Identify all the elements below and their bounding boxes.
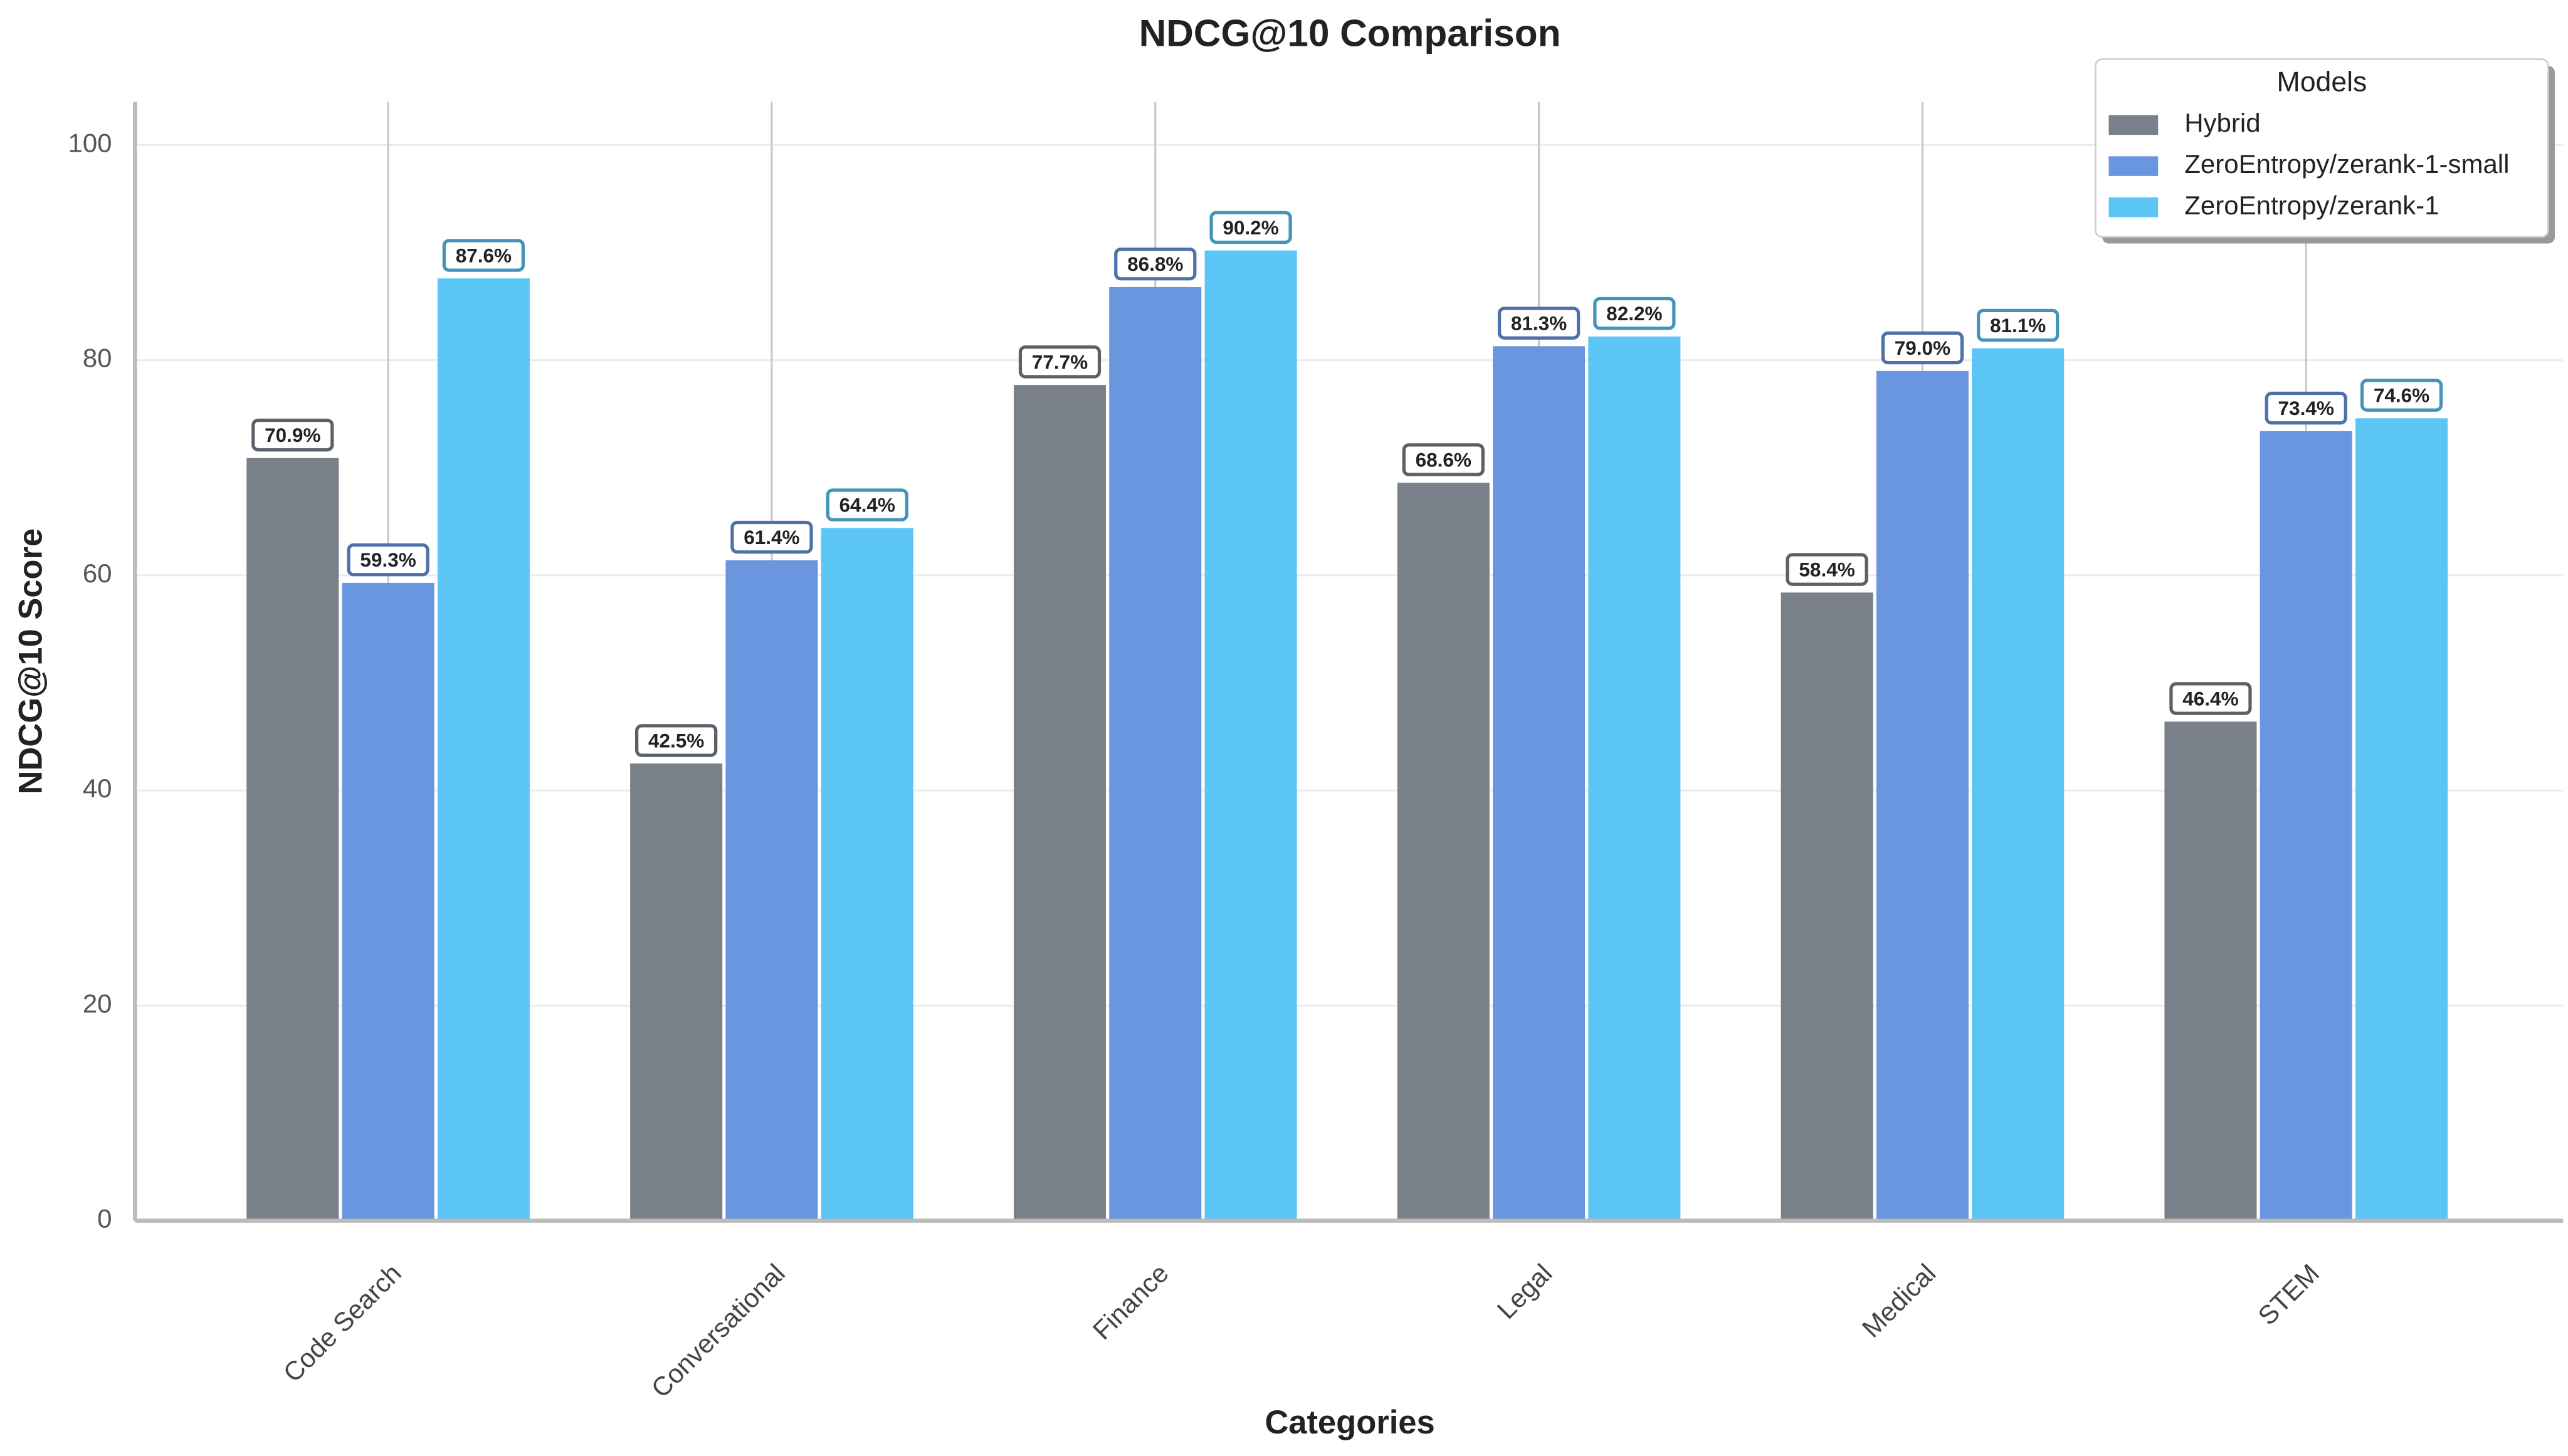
value-label: 90.2% <box>1223 216 1278 239</box>
value-label-box <box>2265 391 2347 425</box>
legend-swatch <box>2108 115 2159 135</box>
y-tick-label: 80 <box>83 343 112 373</box>
x-tick-label: Code Search <box>277 1258 407 1388</box>
value-label-box <box>826 488 908 521</box>
value-label-box <box>251 418 334 452</box>
y-tick-label: 100 <box>68 128 112 157</box>
bar <box>725 560 818 1221</box>
value-label-box <box>634 724 718 757</box>
bar <box>2260 431 2352 1221</box>
bar <box>1204 250 1297 1221</box>
value-label: 46.4% <box>2182 688 2238 710</box>
legend-label: ZeroEntropy/zerank-1 <box>2184 191 2439 220</box>
bar <box>437 278 530 1221</box>
value-label: 59.3% <box>360 548 416 571</box>
bar <box>1109 286 1202 1221</box>
x-tick-label: Finance <box>1087 1258 1174 1345</box>
value-label: 73.4% <box>2278 397 2334 419</box>
x-axis-label: Categories <box>1265 1404 1434 1441</box>
value-label-box <box>442 239 525 272</box>
value-label-box <box>347 543 429 577</box>
value-label-box <box>1977 308 2060 342</box>
value-label-box <box>1786 553 1868 586</box>
value-label-box <box>2360 379 2443 412</box>
value-label-box <box>1881 331 1964 365</box>
legend-box <box>2095 58 2549 238</box>
value-label: 82.2% <box>1606 302 1662 325</box>
bar <box>2355 418 2448 1221</box>
value-label: 61.4% <box>744 526 799 548</box>
bar <box>821 528 913 1221</box>
bar <box>246 458 339 1221</box>
plot: Code Search 70.9% 59.3% 87.6% Conversational… <box>246 102 2448 1403</box>
x-tick-label: Medical <box>1856 1258 1942 1343</box>
bar <box>1397 483 1490 1221</box>
x-tick-label: Legal <box>1492 1258 1558 1324</box>
value-label: 58.4% <box>1799 558 1855 581</box>
value-label: 86.8% <box>1127 253 1183 275</box>
value-label-box <box>1497 306 1581 340</box>
value-label-box <box>1018 345 1102 379</box>
y-tick-label: 60 <box>83 558 112 588</box>
bar <box>1493 346 1586 1221</box>
value-label: 42.5% <box>648 729 704 752</box>
bar <box>630 763 723 1221</box>
x-tick-label: Conversational <box>646 1258 791 1403</box>
value-label: 79.0% <box>1895 337 1950 359</box>
value-label-box <box>1209 211 1292 244</box>
y-tick-label: 20 <box>83 988 112 1018</box>
x-tick-label: STEM <box>2252 1258 2325 1331</box>
y-axis-label: NDCG@10 Score <box>12 528 49 795</box>
bar <box>342 582 434 1221</box>
legend: Models Hybrid ZeroEntropy/zerank-1-small Ze… <box>2095 58 2555 244</box>
value-label-box <box>730 520 813 554</box>
legend-title: Models <box>2277 67 2367 98</box>
value-label-box <box>2169 682 2252 715</box>
legend-label: ZeroEntropy/zerank-1-small <box>2184 149 2509 179</box>
value-label-box <box>1593 296 1676 330</box>
value-label: 87.6% <box>456 244 512 266</box>
value-label: 81.3% <box>1511 312 1567 335</box>
value-label-box <box>1114 247 1197 281</box>
value-label: 77.7% <box>1032 350 1088 373</box>
legend-label: Hybrid <box>2184 108 2260 138</box>
value-label: 81.1% <box>1990 314 2046 337</box>
bar <box>1876 370 1969 1221</box>
chart-title: NDCG@10 Comparison <box>1139 12 1561 55</box>
value-label: 68.6% <box>1416 449 1471 471</box>
bar <box>1588 336 1681 1221</box>
bar <box>1781 592 1873 1221</box>
value-label: 74.6% <box>2374 384 2429 407</box>
bar <box>1972 348 2065 1221</box>
bar <box>2164 721 2257 1221</box>
legend-swatch <box>2108 197 2159 217</box>
legend-swatch <box>2108 156 2159 176</box>
value-label: 70.9% <box>265 424 320 446</box>
y-tick-label: 40 <box>83 773 112 803</box>
y-tick-label: 0 <box>97 1204 112 1233</box>
value-label-box <box>1402 443 1485 476</box>
bar <box>1013 385 1106 1221</box>
value-label: 64.4% <box>839 494 895 516</box>
